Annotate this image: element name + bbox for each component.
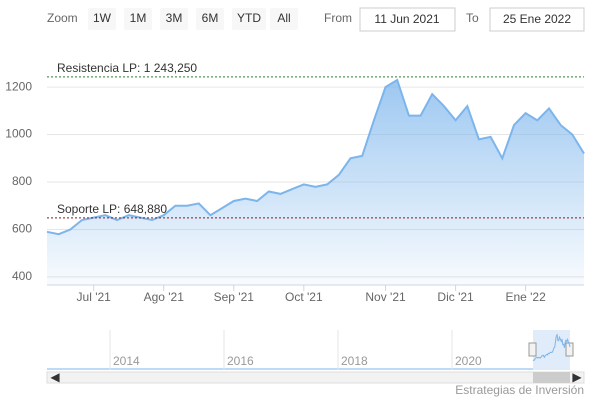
from-value[interactable]: 11 Jun 2021 xyxy=(374,12,439,26)
range-button[interactable] xyxy=(124,8,152,30)
x-tick-label: Dic '21 xyxy=(437,290,474,304)
x-tick-label: Nov '21 xyxy=(365,290,406,304)
scroll-right[interactable]: ▶ xyxy=(572,370,582,384)
x-tick-label: Sep '21 xyxy=(214,290,255,304)
range-button[interactable] xyxy=(160,8,188,30)
scrollbar-thumb[interactable] xyxy=(533,372,570,383)
y-tick-label: 400 xyxy=(12,269,32,283)
to-label: To xyxy=(466,11,479,25)
x-tick-label: Jul '21 xyxy=(77,290,112,304)
range-button-label[interactable]: All xyxy=(277,11,290,25)
range-button[interactable] xyxy=(270,8,298,30)
area-line xyxy=(46,78,585,236)
navigator-label: 2020 xyxy=(455,354,482,368)
x-tick-label: Ago '21 xyxy=(144,290,185,304)
y-tick-label: 1200 xyxy=(5,79,32,93)
navigator-window[interactable] xyxy=(533,330,570,370)
range-button[interactable] xyxy=(196,8,224,30)
credits[interactable]: Estrategias de Inversión xyxy=(455,383,584,397)
y-tick-label: 800 xyxy=(12,174,32,188)
range-button-label[interactable]: 3M xyxy=(166,11,183,25)
scroll-left[interactable]: ◀ xyxy=(50,370,60,384)
y-tick-label: 1000 xyxy=(5,127,32,141)
navigator-handle[interactable] xyxy=(528,342,537,357)
navigator-label: 2014 xyxy=(113,354,140,368)
range-button-label[interactable]: YTD xyxy=(237,11,261,25)
navigator[interactable] xyxy=(47,330,584,370)
range-button-label[interactable]: 1W xyxy=(93,11,112,25)
x-tick-label: Ene '22 xyxy=(505,290,546,304)
range-button-label[interactable]: 6M xyxy=(202,11,219,25)
navigator-label: 2016 xyxy=(227,354,254,368)
x-tick-label: Oct '21 xyxy=(285,290,323,304)
area-fill xyxy=(47,80,584,285)
from-label: From xyxy=(324,11,352,25)
to-value[interactable]: 25 Ene 2022 xyxy=(503,12,571,26)
y-tick-label: 600 xyxy=(12,222,32,236)
plot-line-label: Soporte LP: 648,880 xyxy=(57,202,167,216)
from-input[interactable] xyxy=(359,7,456,32)
scrollbar[interactable] xyxy=(46,371,585,384)
to-input[interactable] xyxy=(489,7,585,32)
range-button[interactable] xyxy=(88,8,116,30)
zoom-label: Zoom xyxy=(47,11,78,25)
range-button-label[interactable]: 1M xyxy=(130,11,147,25)
navigator-label: 2018 xyxy=(341,354,368,368)
navigator-line xyxy=(532,333,571,362)
navigator-handle[interactable] xyxy=(565,342,574,357)
range-button[interactable] xyxy=(232,8,266,30)
plot-line-label: Resistencia LP: 1 243,250 xyxy=(57,61,197,75)
